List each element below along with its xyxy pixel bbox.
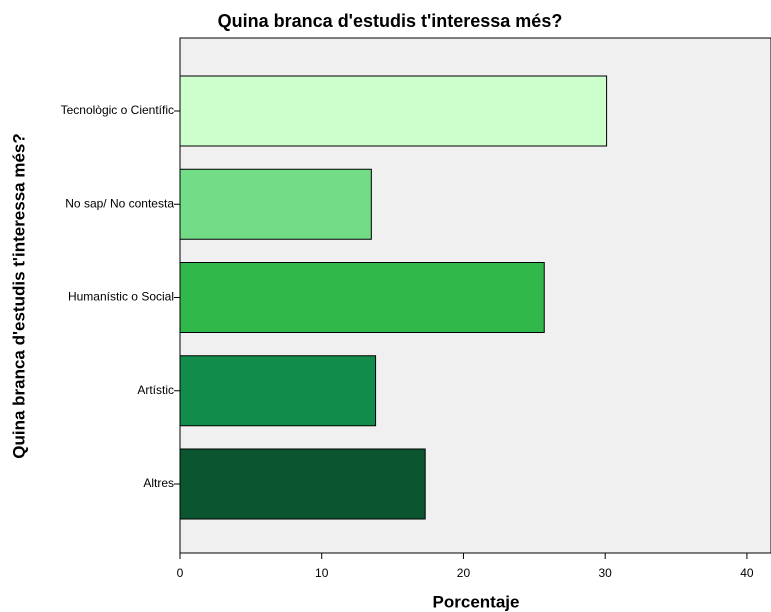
bar: [179, 262, 545, 333]
chart-title: Quina branca d'estudis t'interessa més?: [218, 11, 563, 31]
bar: [179, 168, 372, 240]
y-tick-label: Humanístic o Social: [68, 290, 174, 304]
x-tick-label: 0: [177, 566, 184, 580]
y-tick-label: No sap/ No contesta: [65, 196, 174, 210]
y-axis-label: Quina branca d'estudis t'interessa més?: [9, 133, 28, 459]
x-tick-label: 10: [315, 566, 329, 580]
x-tick-label: 30: [599, 566, 613, 580]
y-tick-label: Tecnològic o Científic: [61, 103, 174, 117]
x-tick-label: 20: [457, 566, 471, 580]
x-tick-label: 40: [740, 566, 754, 580]
bar: [179, 75, 608, 147]
y-tick-label: Altres: [143, 476, 174, 490]
x-axis-label: Porcentaje: [433, 592, 520, 611]
bar: [179, 448, 426, 520]
y-tick-label: Artístic: [137, 383, 174, 397]
bar: [179, 355, 377, 427]
